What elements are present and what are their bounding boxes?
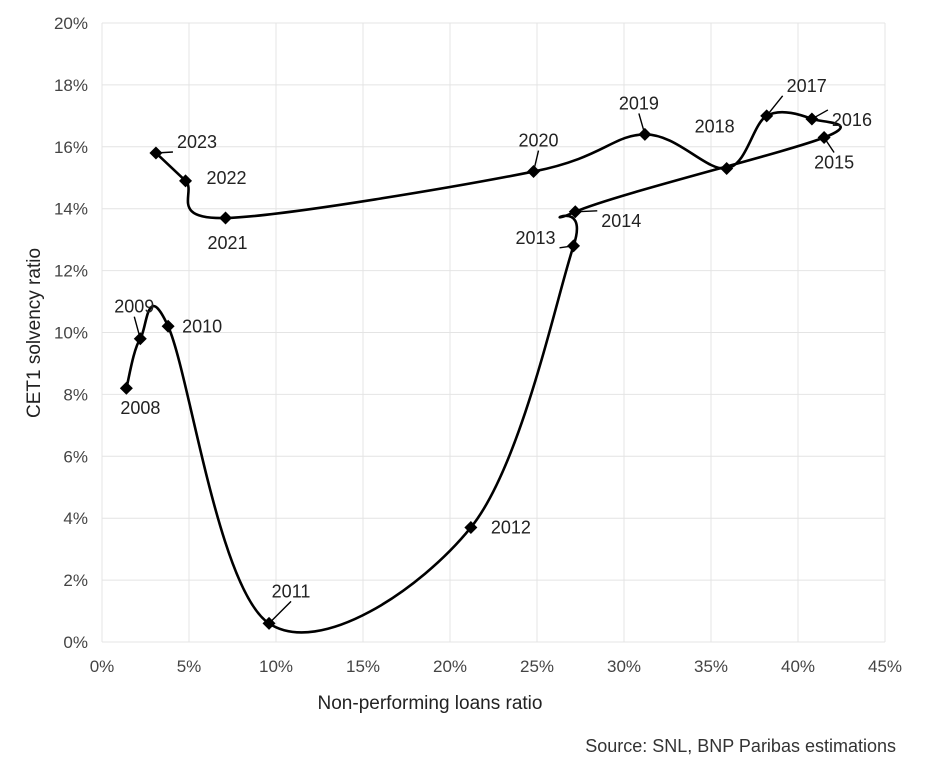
y-tick-label: 10% [54, 324, 88, 343]
x-tick-label: 20% [433, 657, 467, 676]
data-marker-2019 [638, 127, 652, 141]
y-tick-label: 18% [54, 76, 88, 95]
data-label-2023: 2023 [177, 132, 217, 152]
data-markers [119, 109, 831, 630]
data-marker-2017 [760, 109, 774, 123]
data-label-2021: 2021 [208, 233, 248, 253]
data-label-2012: 2012 [491, 517, 531, 537]
x-tick-label: 10% [259, 657, 293, 676]
data-marker-2009 [133, 332, 147, 346]
data-label-2022: 2022 [207, 168, 247, 188]
x-tick-label: 35% [694, 657, 728, 676]
data-label-2013: 2013 [515, 228, 555, 248]
x-tick-label: 15% [346, 657, 380, 676]
data-labels: 2008 2009 2010 2011 2012 2013 2014 2015 20162017… [114, 76, 872, 602]
x-tick-label: 30% [607, 657, 641, 676]
leader-line-2011 [268, 600, 292, 624]
data-label-2014: 2014 [601, 211, 641, 231]
y-tick-label: 0% [63, 633, 88, 652]
x-axis-title: Non-performing loans ratio [318, 693, 543, 714]
data-label-2009: 2009 [114, 297, 154, 317]
grid [101, 22, 886, 643]
data-marker-2022 [179, 174, 193, 188]
data-label-2010: 2010 [182, 316, 222, 336]
data-label-2018: 2018 [695, 116, 735, 136]
data-label-2020: 2020 [518, 131, 558, 151]
data-label-2019: 2019 [619, 93, 659, 113]
series-line [125, 110, 842, 634]
y-tick-label: 2% [63, 571, 88, 590]
data-marker-2021 [219, 211, 233, 225]
x-tick-labels: 0% 5% 10% 15% 20% 25% 30% 35% 40% 45% [90, 657, 902, 676]
data-label-2017: 2017 [787, 76, 827, 96]
x-tick-label: 40% [781, 657, 815, 676]
x-tick-label: 25% [520, 657, 554, 676]
x-tick-label: 0% [90, 657, 115, 676]
y-tick-label: 20% [54, 14, 88, 33]
data-marker-2008 [119, 381, 133, 395]
y-axis-title: CET1 solvency ratio [24, 248, 45, 418]
data-marker-2023 [149, 146, 163, 160]
series-line-group [125, 110, 842, 634]
y-tick-label: 8% [63, 385, 88, 404]
data-marker-2016 [805, 112, 819, 126]
data-marker-2018 [720, 161, 734, 175]
data-marker-2020 [527, 165, 541, 179]
data-label-2016: 2016 [832, 110, 872, 130]
y-tick-label: 14% [54, 200, 88, 219]
x-tick-label: 5% [177, 657, 202, 676]
y-tick-labels: 0% 2% 4% 6% 8% 10% 12% 14% 16% 18% 20% [54, 14, 88, 652]
data-marker-2012 [464, 520, 478, 534]
data-marker-2013 [567, 239, 581, 253]
source-note: Source: SNL, BNP Paribas estimations [585, 736, 896, 756]
data-marker-2014 [568, 205, 582, 219]
data-marker-2010 [161, 319, 175, 333]
y-tick-label: 16% [54, 138, 88, 157]
data-label-2011: 2011 [272, 581, 311, 601]
x-tick-label: 45% [868, 657, 902, 676]
data-label-2015: 2015 [814, 153, 854, 173]
data-marker-2011 [262, 616, 276, 630]
y-tick-label: 12% [54, 262, 88, 281]
data-label-2008: 2008 [120, 398, 160, 418]
data-marker-2015 [817, 131, 831, 145]
y-tick-label: 6% [63, 447, 88, 466]
y-tick-label: 4% [63, 509, 88, 528]
